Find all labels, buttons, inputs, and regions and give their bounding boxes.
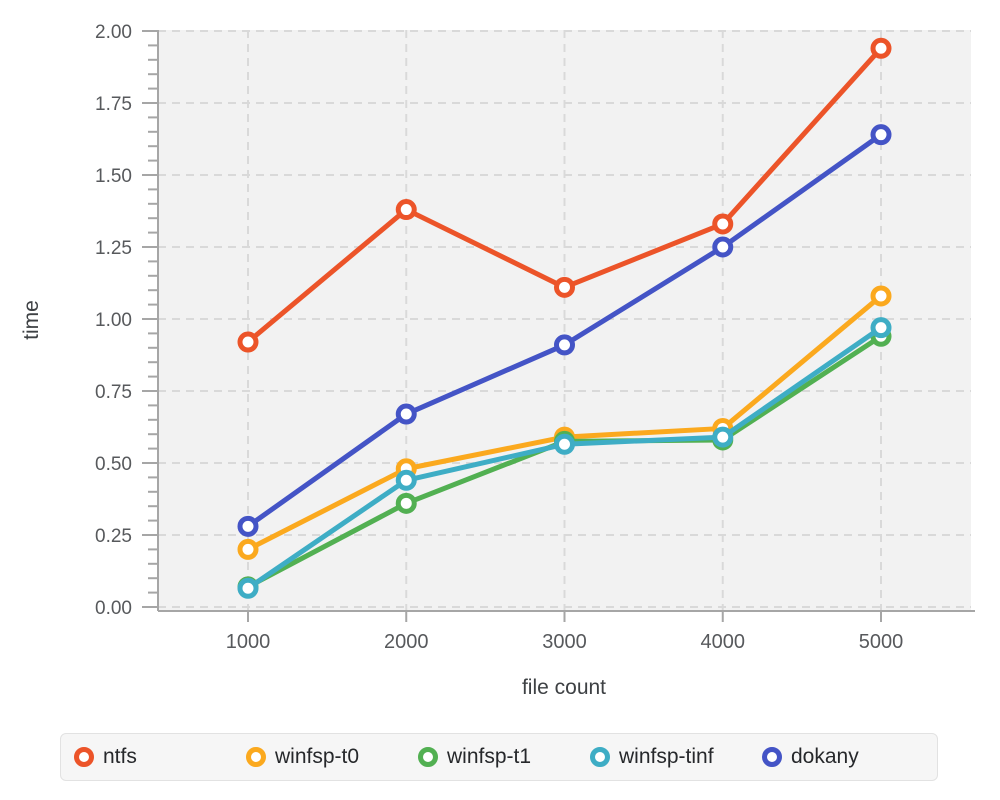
- data-point-marker: [870, 317, 892, 339]
- data-point-marker: [712, 213, 734, 235]
- legend-marker-icon: [762, 747, 782, 767]
- data-point-marker: [870, 124, 892, 146]
- x-tick-label: 3000: [542, 631, 587, 653]
- data-point-marker: [395, 403, 417, 425]
- legend-item-winfsp-t0: winfsp-t0: [246, 745, 418, 769]
- data-point-marker: [237, 331, 259, 353]
- legend-item-winfsp-tinf: winfsp-tinf: [590, 745, 762, 769]
- data-point-marker: [237, 577, 259, 599]
- data-point-marker: [395, 199, 417, 221]
- data-point-marker: [870, 37, 892, 59]
- y-tick-label: 0.00: [95, 598, 132, 619]
- legend-marker-icon: [418, 747, 438, 767]
- data-point-marker: [395, 469, 417, 491]
- x-tick-label: 2000: [384, 631, 429, 653]
- series-ntfs: [237, 37, 892, 353]
- legend-label: winfsp-t1: [447, 745, 532, 768]
- legend-item-ntfs: ntfs: [74, 745, 246, 769]
- chart-legend: ntfs winfsp-t0 winfsp-t1 winfsp-tinf dokany: [60, 733, 938, 781]
- y-tick-label: 0.50: [95, 454, 132, 475]
- y-axis-title: time: [20, 300, 43, 340]
- y-tick-label: 2.00: [95, 22, 132, 43]
- legend-item-winfsp-t1: winfsp-t1: [418, 745, 590, 769]
- y-tick-label: 1.75: [95, 94, 132, 115]
- x-tick-label: 5000: [859, 631, 904, 653]
- legend-label: winfsp-t0: [275, 745, 360, 768]
- gridlines: [158, 30, 971, 611]
- y-tick-label: 0.25: [95, 526, 132, 547]
- legend-marker-icon: [590, 747, 610, 767]
- legend-marker-icon: [246, 747, 266, 767]
- plot-background: [158, 30, 971, 611]
- series-winfsp-tinf: [237, 317, 892, 599]
- plot-area: [158, 30, 971, 611]
- x-tick-label: 1000: [226, 631, 271, 653]
- data-point-marker: [712, 426, 734, 448]
- data-point-marker: [554, 433, 575, 455]
- data-point-marker: [554, 276, 575, 298]
- y-tick-label: 0.75: [95, 382, 132, 403]
- data-point-marker: [395, 492, 417, 514]
- legend-label: dokany: [791, 745, 859, 768]
- x-axis-title: file count: [522, 676, 606, 699]
- x-tick-label: 4000: [701, 631, 746, 653]
- legend-label: ntfs: [103, 745, 137, 768]
- data-point-marker: [554, 334, 575, 356]
- axes: 0.00 0.25 0.50 0.75 1.00 1.25 1.50 1.75 2.00 1000…: [95, 22, 975, 653]
- y-tick-label: 1.25: [95, 238, 132, 259]
- legend-marker-icon: [74, 747, 94, 767]
- y-tick-label: 1.00: [95, 310, 132, 331]
- series-dokany: [237, 124, 892, 537]
- data-point-marker: [237, 538, 259, 560]
- y-tick-label: 1.50: [95, 166, 132, 187]
- data-series: [237, 37, 892, 599]
- legend-label: winfsp-tinf: [619, 745, 714, 768]
- data-point-marker: [712, 236, 734, 258]
- legend-item-dokany: dokany: [762, 745, 859, 769]
- data-point-marker: [237, 515, 259, 537]
- data-point-marker: [870, 285, 892, 307]
